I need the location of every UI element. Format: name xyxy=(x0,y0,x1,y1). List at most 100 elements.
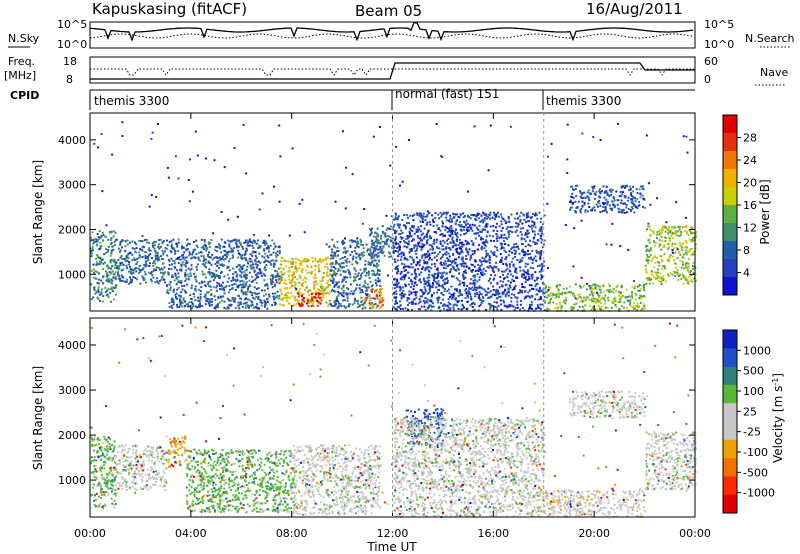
power-cell xyxy=(174,250,177,253)
power-cell xyxy=(97,297,100,300)
power-cell xyxy=(644,268,647,271)
power-cell xyxy=(224,257,227,260)
power-cell xyxy=(312,304,315,307)
power-cell xyxy=(326,266,329,269)
power-cell xyxy=(488,213,491,216)
power-cell xyxy=(516,259,519,261)
power-cell xyxy=(124,239,127,242)
power-cell xyxy=(429,223,432,226)
power-cell xyxy=(678,227,681,230)
power-cell xyxy=(381,240,384,243)
power-cell xyxy=(431,248,434,251)
power-cell xyxy=(171,276,174,279)
power-cell xyxy=(423,235,426,238)
power-cell xyxy=(550,294,553,297)
power-cell xyxy=(369,307,372,310)
power-cell xyxy=(683,276,686,279)
power-cell xyxy=(521,273,524,276)
power-cell xyxy=(333,244,336,247)
power-cell xyxy=(251,301,254,304)
power-cell xyxy=(512,305,515,308)
power-cell xyxy=(394,216,397,219)
power-cell xyxy=(90,239,93,242)
power-cell xyxy=(397,245,400,248)
power-cell xyxy=(238,304,241,307)
power-cell xyxy=(632,185,635,188)
velocity-cell xyxy=(104,482,107,485)
power-cell xyxy=(537,298,540,301)
power-cell xyxy=(452,308,455,311)
power-cell xyxy=(418,261,421,264)
power-cell xyxy=(369,248,372,251)
power-cell xyxy=(510,300,513,303)
power-cell xyxy=(244,257,247,260)
power-cell xyxy=(214,277,216,280)
power-cell xyxy=(375,284,378,287)
power-cell xyxy=(573,295,576,298)
power-cell xyxy=(227,260,230,263)
power-cell xyxy=(314,268,317,271)
power-cell xyxy=(339,274,342,276)
power-cell xyxy=(575,195,578,198)
power-cell xyxy=(144,273,147,276)
power-cell xyxy=(479,293,482,295)
power-cell xyxy=(534,226,537,229)
power-cell xyxy=(367,294,370,296)
power-cell xyxy=(423,283,426,286)
power-cell xyxy=(495,226,497,229)
power-cell xyxy=(483,242,486,245)
power-cell xyxy=(267,247,270,250)
power-cell xyxy=(516,234,519,237)
velocity-cell xyxy=(112,487,115,490)
power-cell xyxy=(573,227,576,230)
power-cell xyxy=(458,300,461,303)
power-cell xyxy=(660,283,663,286)
power-cell xyxy=(522,269,525,272)
power-cell xyxy=(251,294,254,297)
power-cell xyxy=(113,230,116,233)
power-cell xyxy=(380,305,383,308)
power-cell xyxy=(422,277,425,280)
power-cell xyxy=(99,300,101,302)
power-cell xyxy=(299,263,302,266)
power-cell xyxy=(379,284,382,287)
power-cell xyxy=(189,253,192,256)
power-cell xyxy=(114,231,117,234)
power-cell xyxy=(144,251,146,253)
power-cell xyxy=(275,254,278,257)
power-cell xyxy=(231,256,234,259)
power-cell xyxy=(449,234,452,237)
power-cell xyxy=(688,276,691,278)
power-cell xyxy=(240,286,243,289)
power-cell xyxy=(342,276,345,279)
power-cell xyxy=(533,236,536,239)
power-cell xyxy=(95,264,98,266)
power-cell xyxy=(483,257,486,260)
power-cell xyxy=(301,303,304,306)
power-cell xyxy=(452,275,455,278)
power-cell xyxy=(223,292,226,295)
velocity-cell xyxy=(103,503,106,506)
power-cell xyxy=(465,229,468,232)
power-cell xyxy=(429,304,432,307)
power-cell xyxy=(520,227,523,230)
power-cell xyxy=(156,123,159,125)
power-cell xyxy=(611,222,614,225)
power-cell xyxy=(245,277,247,280)
power-cell xyxy=(360,251,363,254)
power-cell xyxy=(392,244,395,247)
power-cell xyxy=(411,283,414,285)
power-cell xyxy=(210,289,213,292)
power-cell xyxy=(156,251,159,254)
power-cell xyxy=(423,259,425,262)
power-cell xyxy=(274,301,277,304)
power-cell xyxy=(291,258,294,260)
power-cell xyxy=(131,240,134,243)
power-cell xyxy=(215,306,218,308)
power-cell xyxy=(548,308,551,311)
power-cell xyxy=(657,268,659,271)
power-cell xyxy=(143,270,146,273)
power-cell xyxy=(415,249,418,252)
power-cell xyxy=(495,301,498,304)
power-cell xyxy=(506,292,508,295)
